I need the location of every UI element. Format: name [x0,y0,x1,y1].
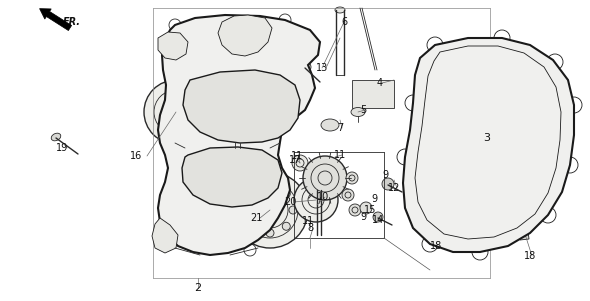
Circle shape [144,80,208,144]
Polygon shape [432,217,441,226]
Polygon shape [218,15,272,56]
Text: 9: 9 [360,212,366,222]
Text: 3: 3 [483,133,490,143]
Circle shape [243,206,251,214]
FancyArrow shape [40,9,71,30]
Circle shape [250,190,258,198]
Text: 20: 20 [284,197,296,207]
Circle shape [566,97,582,113]
Text: 18: 18 [524,251,536,261]
Circle shape [405,95,421,111]
Circle shape [266,229,274,237]
Polygon shape [158,15,320,255]
Text: 9: 9 [382,170,388,180]
Text: 15: 15 [364,205,376,215]
Text: 11: 11 [302,216,314,226]
Circle shape [382,178,394,190]
Circle shape [292,155,308,171]
Text: FR.: FR. [63,17,81,27]
Polygon shape [520,231,529,240]
Circle shape [303,156,347,200]
Circle shape [397,149,413,165]
Text: 14: 14 [372,215,384,225]
Circle shape [422,236,438,252]
Text: 4: 4 [377,78,383,88]
Text: 12: 12 [388,183,400,193]
Text: 13: 13 [316,63,328,73]
Text: 21: 21 [250,213,262,223]
Text: 17: 17 [289,155,301,165]
Circle shape [346,172,358,184]
Text: 11: 11 [291,151,303,161]
Circle shape [472,244,488,260]
Circle shape [301,62,311,72]
Circle shape [494,30,510,46]
Circle shape [427,37,443,53]
Circle shape [547,54,563,70]
Circle shape [159,234,171,246]
Circle shape [169,19,181,31]
FancyBboxPatch shape [352,80,394,108]
Circle shape [342,189,354,201]
Ellipse shape [351,107,365,116]
Circle shape [562,157,578,173]
Circle shape [266,183,274,191]
Circle shape [279,14,291,26]
Circle shape [282,222,290,230]
Ellipse shape [321,119,339,131]
Polygon shape [183,70,300,143]
Circle shape [360,202,372,214]
Circle shape [294,178,338,222]
Ellipse shape [51,133,61,141]
Text: 16: 16 [130,151,142,161]
Text: 7: 7 [337,123,343,133]
Text: 8: 8 [307,223,313,233]
Circle shape [540,207,556,223]
Polygon shape [403,38,574,252]
Circle shape [244,244,256,256]
Text: 2: 2 [195,283,202,293]
Polygon shape [182,147,282,207]
Circle shape [289,206,297,214]
Polygon shape [152,218,178,253]
Text: 10: 10 [317,192,329,202]
Text: 18: 18 [430,241,442,251]
Ellipse shape [335,7,345,13]
Circle shape [373,212,383,222]
Polygon shape [158,32,188,60]
Circle shape [250,222,258,230]
Circle shape [282,190,290,198]
Text: 9: 9 [371,194,377,204]
Text: 6: 6 [341,17,347,27]
Text: 5: 5 [360,105,366,115]
Text: 19: 19 [56,143,68,153]
Text: 11: 11 [334,150,346,160]
Circle shape [349,204,361,216]
Circle shape [232,172,308,248]
